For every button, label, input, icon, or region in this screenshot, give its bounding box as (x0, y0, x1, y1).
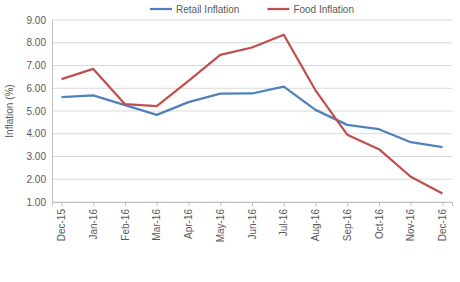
y-tick: 3.00 (27, 151, 52, 162)
x-tick-mark (93, 202, 94, 206)
y-tick-label: 4.00 (27, 128, 47, 139)
grid-line (52, 42, 452, 43)
x-tick-label: Aug-16 (310, 209, 321, 242)
grid-line (52, 156, 452, 157)
x-tick: Jan-16 (88, 202, 99, 240)
y-axis: 1.00 2.00 3.00 4.00 5.00 6.00 7.00 8.00 9.00 (27, 15, 53, 208)
x-tick: Feb-16 (120, 202, 131, 241)
line (62, 35, 443, 194)
x-tick: Aug-16 (310, 202, 321, 241)
grid-line (52, 179, 452, 180)
x-tick-mark (379, 202, 380, 206)
x-tick: Sep-16 (342, 202, 353, 241)
x-tick-label: Dec-16 (437, 209, 448, 242)
x-tick-label: Nov-16 (405, 209, 416, 242)
x-axis-line (53, 203, 453, 207)
legend-item: Retail Inflation (150, 4, 239, 15)
x-tick-label: Jan-16 (88, 209, 99, 240)
x-tick-label: Oct-16 (374, 209, 385, 239)
x-tick-label: Dec-15 (56, 209, 67, 242)
plot: 1.00 2.00 3.00 4.00 5.00 6.00 7.00 8.00 9.00 Dec-… (27, 15, 453, 243)
x-tick-mark (411, 202, 412, 206)
x-tick-label: Sep-16 (342, 209, 353, 242)
x-tick-mark (284, 202, 285, 206)
x-tick-label: Jun-16 (247, 209, 258, 240)
y-tick: 2.00 (27, 174, 52, 185)
legend-swatch (150, 8, 172, 10)
chart: 1.00 2.00 3.00 4.00 5.00 6.00 7.00 8.00 9.00 Dec-… (0, 0, 460, 282)
y-tick: 9.00 (27, 15, 52, 26)
y-tick-label: 5.00 (27, 106, 47, 117)
y-tick-label: 6.00 (27, 83, 47, 94)
x-tick: Jul-16 (278, 202, 289, 236)
x-tick-label: Apr-16 (183, 209, 194, 239)
y-tick: 7.00 (27, 60, 52, 71)
x-tick-mark (220, 202, 221, 206)
x-tick: Oct-16 (374, 202, 385, 239)
y-axis-title: Inflation (%) (4, 84, 15, 137)
x-axis: Dec-15 Jan-16 Feb-16 Mar-16 Apr-16 May-16 Jun-… (53, 202, 453, 242)
y-tick-label: 7.00 (27, 60, 47, 71)
legend-swatch (267, 8, 289, 10)
y-tick-label: 2.00 (27, 174, 47, 185)
x-tick: Apr-16 (183, 202, 194, 239)
y-tick-label: 9.00 (27, 15, 47, 26)
x-tick-mark (315, 202, 316, 206)
x-tick-mark (157, 202, 158, 206)
x-tick-mark (252, 202, 253, 206)
x-tick-label: Jul-16 (278, 209, 289, 237)
x-tick-mark (442, 202, 443, 206)
x-tick: Nov-16 (405, 202, 416, 241)
y-tick-label: 1.00 (27, 197, 47, 208)
x-tick-label: Mar-16 (151, 209, 162, 241)
grid-line (52, 111, 452, 112)
y-tick: 4.00 (27, 128, 52, 139)
y-tick: 6.00 (27, 83, 52, 94)
x-tick: Mar-16 (151, 202, 162, 241)
grid-line (52, 65, 452, 66)
legend-label: Food Inflation (293, 4, 354, 15)
y-tick-label: 8.00 (27, 37, 47, 48)
x-tick-mark (62, 202, 63, 206)
x-tick: May-16 (215, 202, 226, 242)
grid-line (52, 20, 452, 21)
legend-label: Retail Inflation (176, 4, 239, 15)
x-tick-label: Feb-16 (120, 209, 131, 241)
y-tick-label: 3.00 (27, 151, 47, 162)
y-tick: 8.00 (27, 37, 52, 48)
grid (52, 20, 452, 202)
x-tick: Dec-16 (437, 202, 448, 241)
x-tick-mark (125, 202, 126, 206)
x-tick: Dec-15 (56, 202, 67, 241)
x-tick: Jun-16 (247, 202, 258, 240)
x-tick-label: May-16 (215, 209, 226, 243)
y-tick: 1.00 (27, 197, 52, 208)
y-axis-line (52, 21, 53, 203)
y-tick: 5.00 (27, 106, 52, 117)
x-tick-mark (347, 202, 348, 206)
x-tick-mark (189, 202, 190, 206)
series-lines (62, 35, 443, 194)
legend: Retail Inflation Food Inflation (150, 4, 354, 15)
legend-item: Food Inflation (267, 4, 354, 15)
